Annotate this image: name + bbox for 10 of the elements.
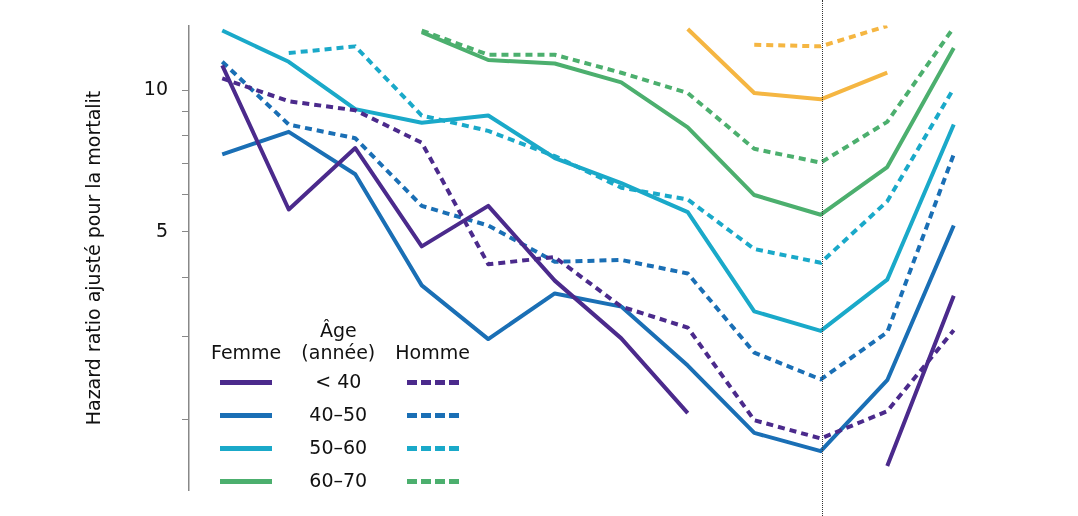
annotation: Femme xyxy=(210,340,283,364)
legend-label: 40–50 xyxy=(308,401,369,427)
y-axis-title: Hazard ratio ajusté pour la mortalit xyxy=(82,90,105,426)
legend-title: Âge (année) xyxy=(300,318,377,364)
y-tick-label: 5 xyxy=(155,218,168,241)
annotation: Homme xyxy=(394,340,471,364)
legend-label: 50–60 xyxy=(308,434,369,460)
legend-label: 60–70 xyxy=(308,467,369,493)
legend-label: < 40 xyxy=(314,368,363,394)
y-tick-label: 10 xyxy=(143,77,168,100)
